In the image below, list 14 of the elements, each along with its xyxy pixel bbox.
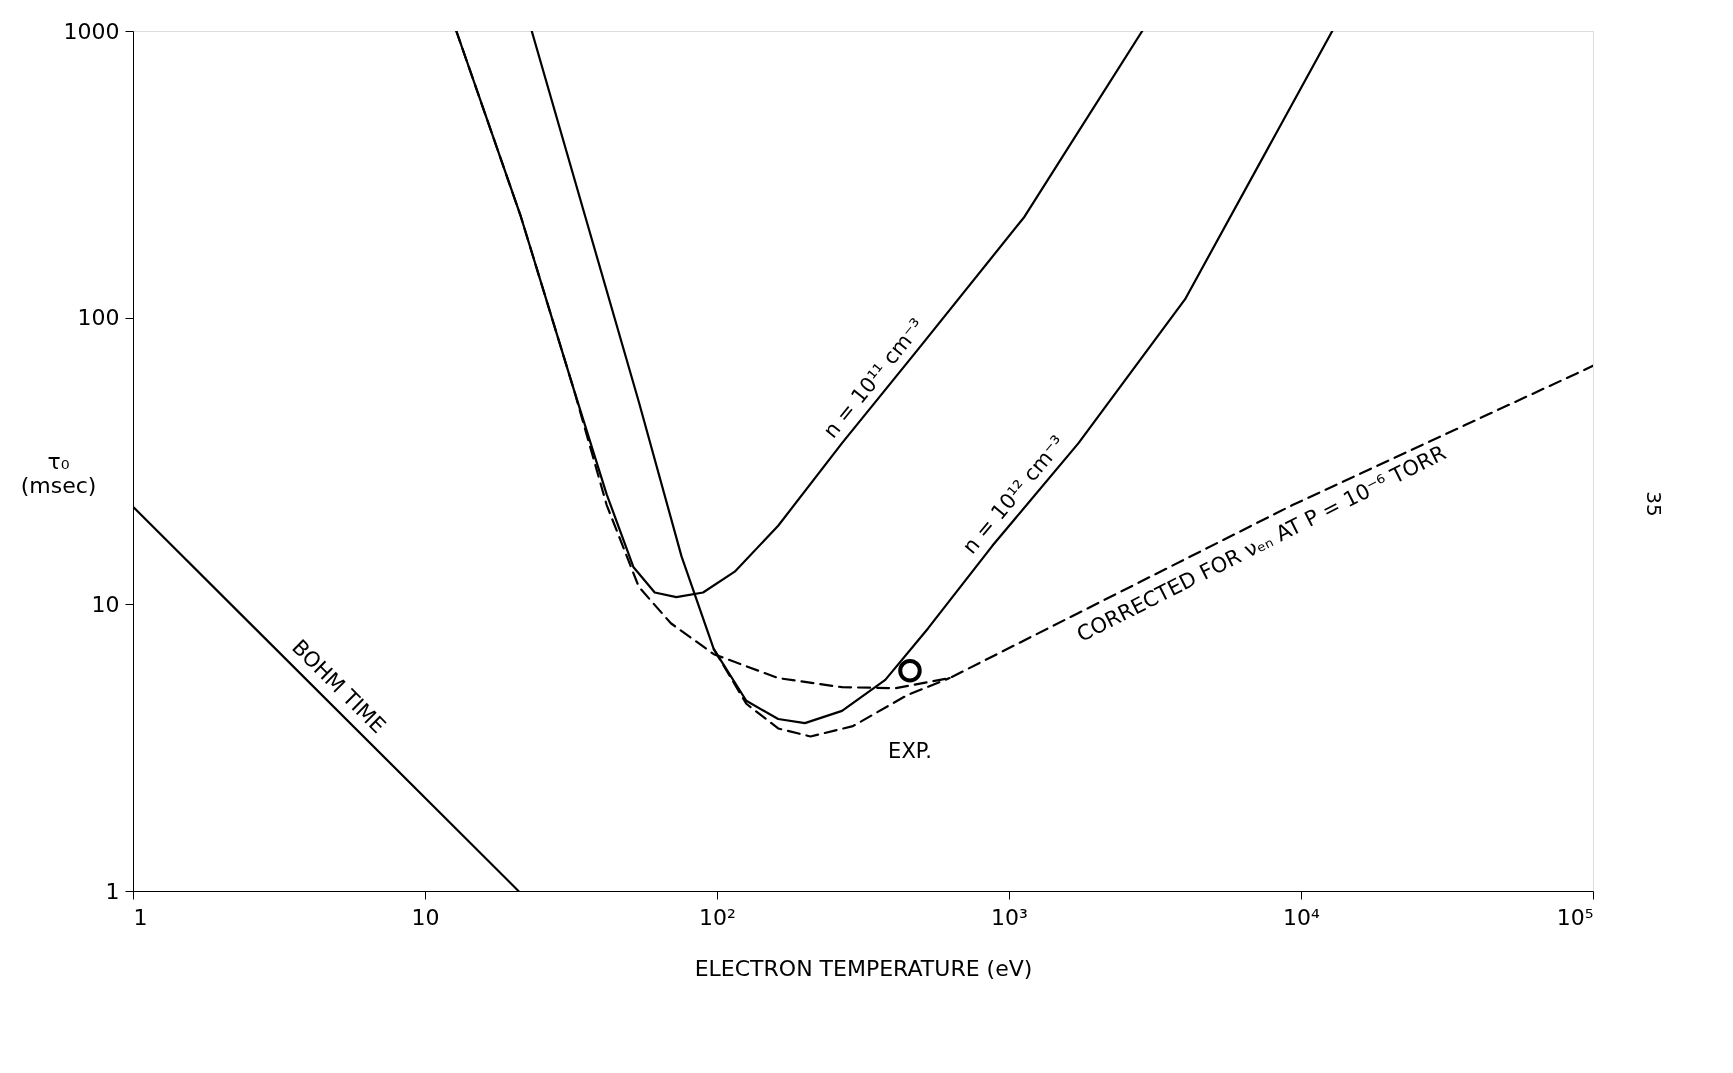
x-tick-label: 10³	[991, 904, 1028, 930]
text: 35	[1642, 491, 1666, 517]
y-tick-label: 10	[91, 591, 120, 617]
y-tick-label: 1000	[63, 18, 120, 44]
x-tick-label: 10⁴	[1283, 904, 1321, 930]
x-tick-label: 10	[411, 904, 440, 930]
y-axis-title: τ₀ (msec)	[20, 448, 97, 498]
y-tick-label: 100	[77, 305, 120, 331]
x-tick-label: 1	[133, 904, 148, 930]
x-tick-label: 10²	[699, 904, 736, 930]
y-tick-label: 1	[105, 878, 120, 904]
x-axis-title: ELECTRON TEMPERATURE (eV)	[694, 955, 1033, 981]
x-tick-label: 10⁵	[1556, 904, 1594, 930]
annotation: EXP.	[888, 738, 932, 763]
